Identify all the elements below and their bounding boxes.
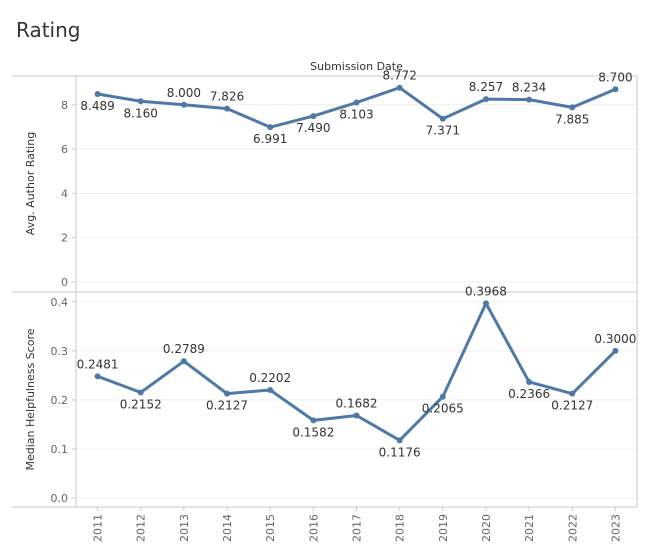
x-tick-label: 2022 <box>566 514 579 542</box>
data-label: 0.3000 <box>594 332 636 346</box>
x-tick-label: 2021 <box>523 514 536 542</box>
x-tick-label: 2023 <box>609 514 622 542</box>
data-label: 8.234 <box>512 81 546 95</box>
y-tick-label: 0.2 <box>51 394 69 407</box>
data-point <box>180 101 187 108</box>
data-point <box>612 347 619 354</box>
data-point <box>396 437 403 444</box>
data-point <box>482 300 489 307</box>
data-point <box>353 412 360 419</box>
data-point <box>267 124 274 131</box>
x-tick-label: 2016 <box>307 514 320 542</box>
data-label: 6.991 <box>253 132 287 146</box>
data-point <box>267 386 274 393</box>
page-title: Rating <box>16 18 81 42</box>
x-tick-label: 2015 <box>264 514 277 542</box>
y-tick-label: 0.0 <box>51 492 69 505</box>
x-tick-label: 2020 <box>480 514 493 542</box>
data-label: 8.489 <box>80 99 114 113</box>
data-label: 0.2366 <box>508 387 550 401</box>
data-point <box>224 105 231 112</box>
data-point <box>439 393 446 400</box>
data-label: 8.000 <box>167 86 201 100</box>
y-tick-label: 6 <box>61 143 68 156</box>
data-label: 8.257 <box>469 80 503 94</box>
data-point <box>94 90 101 97</box>
x-tick-label: 2012 <box>135 514 148 542</box>
data-label: 8.700 <box>598 70 632 84</box>
data-label: 0.2127 <box>206 399 248 413</box>
data-label: 0.1682 <box>336 397 378 411</box>
series-line <box>97 301 617 442</box>
data-point <box>526 96 533 103</box>
data-label: 7.490 <box>296 121 330 135</box>
data-label: 7.885 <box>555 112 589 126</box>
data-point <box>224 390 231 397</box>
data-label: 8.103 <box>339 108 373 122</box>
x-tick-label: 2017 <box>351 514 364 542</box>
data-point <box>526 378 533 385</box>
column-header: Submission Date <box>310 60 403 73</box>
x-tick-label: 2019 <box>437 514 450 542</box>
y-axis-title: Avg. Author Rating <box>24 132 37 235</box>
data-point <box>137 389 144 396</box>
y-tick-label: 0.3 <box>51 345 69 358</box>
data-label: 0.2481 <box>77 357 119 371</box>
x-tick-label: 2013 <box>178 514 191 542</box>
data-label: 0.3968 <box>465 284 507 298</box>
data-label: 8.772 <box>382 69 416 83</box>
y-tick-label: 0.1 <box>51 443 69 456</box>
data-point <box>310 417 317 424</box>
data-label: 0.2202 <box>249 371 291 385</box>
data-label: 0.2065 <box>422 402 464 416</box>
data-label: 0.1582 <box>292 425 334 439</box>
data-label: 7.826 <box>210 90 244 104</box>
data-point <box>439 115 446 122</box>
y-axis-title: Median Helpfulness Score <box>24 328 37 470</box>
data-point <box>94 373 101 380</box>
data-label: 0.1176 <box>379 445 421 459</box>
data-label: 7.371 <box>426 124 460 138</box>
y-tick-label: 2 <box>61 232 68 245</box>
data-point <box>180 358 187 365</box>
data-point <box>137 98 144 105</box>
data-point <box>482 96 489 103</box>
x-tick-label: 2018 <box>394 514 407 542</box>
data-point <box>353 99 360 106</box>
x-tick-label: 2011 <box>92 514 105 542</box>
y-tick-label: 0 <box>61 276 68 289</box>
data-point <box>612 86 619 93</box>
x-tick-label: 2014 <box>221 514 234 542</box>
data-label: 0.2127 <box>551 399 593 413</box>
data-point <box>569 390 576 397</box>
data-label: 0.2152 <box>120 397 162 411</box>
data-point <box>310 113 317 120</box>
data-point <box>569 104 576 111</box>
data-label: 8.160 <box>124 106 158 120</box>
y-tick-label: 4 <box>61 187 68 200</box>
y-tick-label: 0.4 <box>51 296 69 309</box>
data-label: 0.2789 <box>163 342 205 356</box>
data-point <box>396 84 403 91</box>
y-tick-label: 8 <box>61 99 68 112</box>
